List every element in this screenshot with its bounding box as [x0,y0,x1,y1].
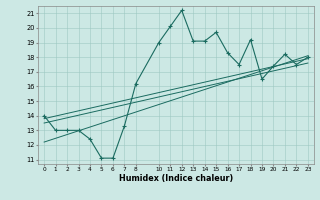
X-axis label: Humidex (Indice chaleur): Humidex (Indice chaleur) [119,174,233,183]
